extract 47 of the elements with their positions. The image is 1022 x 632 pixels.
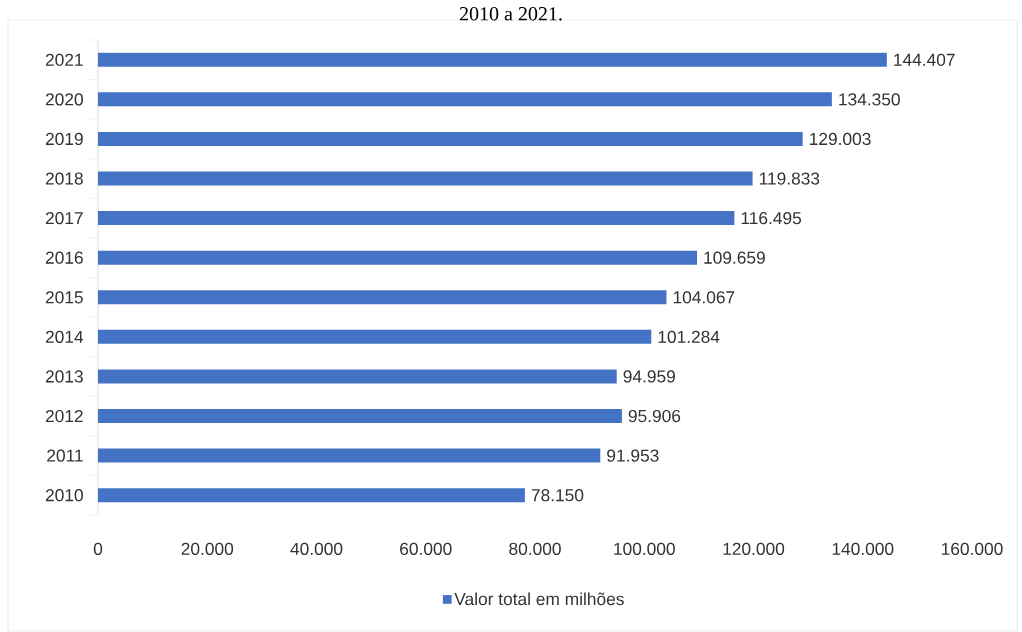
chart-title: 2010 a 2021. — [459, 7, 562, 21]
y-tick-label: 2018 — [45, 172, 83, 185]
y-tick-label: 2019 — [45, 132, 83, 146]
y-tick-label: 2021 — [45, 53, 83, 66]
bar — [98, 171, 753, 186]
y-tick-label: 2012 — [45, 409, 83, 423]
data-label: 144.407 — [894, 53, 955, 66]
data-label: 94.959 — [623, 370, 675, 383]
data-label: 91.953 — [607, 449, 659, 462]
bar — [98, 131, 803, 146]
bar — [98, 250, 698, 265]
bar — [98, 488, 525, 503]
data-label: 119.833 — [759, 172, 820, 185]
data-label: 101.284 — [658, 330, 720, 343]
x-tick-label: 160.000 — [941, 542, 1003, 555]
bar — [98, 52, 887, 67]
x-tick-label: 20.000 — [181, 542, 234, 555]
bar — [98, 329, 652, 344]
x-tick-label: 120.000 — [723, 542, 785, 555]
bar — [98, 290, 667, 305]
x-tick-label: 100.000 — [614, 542, 675, 555]
x-tick-label: 40.000 — [290, 542, 343, 555]
y-tick-label: 2011 — [47, 449, 83, 462]
y-tick-label: 2020 — [45, 93, 83, 106]
x-tick-label: 0 — [93, 542, 103, 555]
y-tick-label: 2010 — [45, 489, 83, 502]
bar — [98, 92, 832, 107]
bar — [98, 211, 735, 226]
bar — [98, 369, 617, 384]
x-tick-label: 140.000 — [832, 542, 894, 555]
y-tick-label: 2017 — [45, 211, 83, 225]
data-label: 78.150 — [531, 489, 584, 502]
y-tick-label: 2016 — [45, 251, 83, 264]
x-tick-label: 60.000 — [400, 542, 452, 555]
x-tick-label: 80.000 — [509, 542, 561, 555]
y-tick-label: 2014 — [45, 330, 84, 343]
data-label: 95.906 — [628, 409, 681, 423]
bar — [98, 409, 622, 424]
data-label: 104.067 — [673, 291, 735, 304]
data-label: 129.003 — [810, 132, 871, 146]
legend-label: Valor total em milhões — [454, 592, 624, 606]
data-label: 109.659 — [704, 251, 765, 264]
y-tick-label: 2015 — [45, 291, 83, 304]
data-label: 116.495 — [741, 211, 802, 225]
data-label: 134.350 — [839, 93, 900, 106]
bar — [98, 448, 601, 463]
y-tick-label: 2013 — [45, 370, 83, 383]
